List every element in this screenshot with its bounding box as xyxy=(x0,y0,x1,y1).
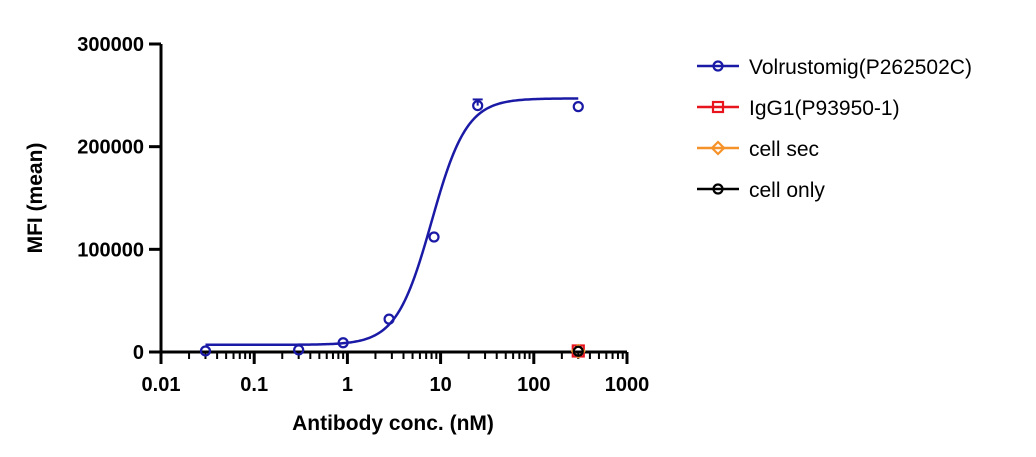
legend-marker xyxy=(711,100,725,114)
legend-entry-3: cell only xyxy=(697,179,825,202)
legend-entry-2: cell sec xyxy=(697,138,819,161)
data-point xyxy=(572,345,584,357)
data-point xyxy=(428,231,440,243)
ticks: 0 100000 200000 300000 0.01 0.1 1 10 100 1000 xyxy=(77,34,649,396)
y-tick-label: 200000 xyxy=(77,137,144,159)
legend-label: IgG1(P93950-1) xyxy=(749,97,900,120)
data-point xyxy=(383,313,395,325)
data-point xyxy=(472,99,484,112)
legend: Volrustomig(P262502C) IgG1(P93950-1) cell … xyxy=(697,56,972,202)
x-tick-label: 0.1 xyxy=(240,374,268,396)
x-axis-title: Antibody conc. (nM) xyxy=(292,412,494,435)
y-tick-label: 0 xyxy=(133,342,144,364)
legend-marker xyxy=(710,140,726,156)
axes xyxy=(159,44,627,354)
x-tick-label: 10 xyxy=(429,374,451,396)
legend-label: Volrustomig(P262502C) xyxy=(749,56,972,79)
x-tick-label: 1 xyxy=(342,374,353,396)
y-tick-label: 300000 xyxy=(77,34,144,56)
legend-entry-1: IgG1(P93950-1) xyxy=(697,97,900,120)
legend-label: cell only xyxy=(749,179,825,202)
data-point xyxy=(337,337,349,349)
data-point xyxy=(199,345,212,357)
legend-marker xyxy=(712,60,724,72)
x-tick-label: 100 xyxy=(517,374,550,396)
legend-entry-0: Volrustomig(P262502C) xyxy=(697,56,972,79)
y-axis-title: MFI (mean) xyxy=(24,143,47,254)
fit-curve xyxy=(205,97,579,347)
legend-marker xyxy=(712,183,724,195)
data-point xyxy=(572,101,584,113)
series-3 xyxy=(572,345,584,357)
series-0 xyxy=(199,97,584,357)
x-tick-label: 1000 xyxy=(605,374,650,396)
series-layer xyxy=(199,97,586,359)
y-tick-label: 100000 xyxy=(77,239,144,261)
data-point xyxy=(293,344,305,356)
x-tick-label: 0.01 xyxy=(142,374,181,396)
legend-label: cell sec xyxy=(749,138,819,161)
